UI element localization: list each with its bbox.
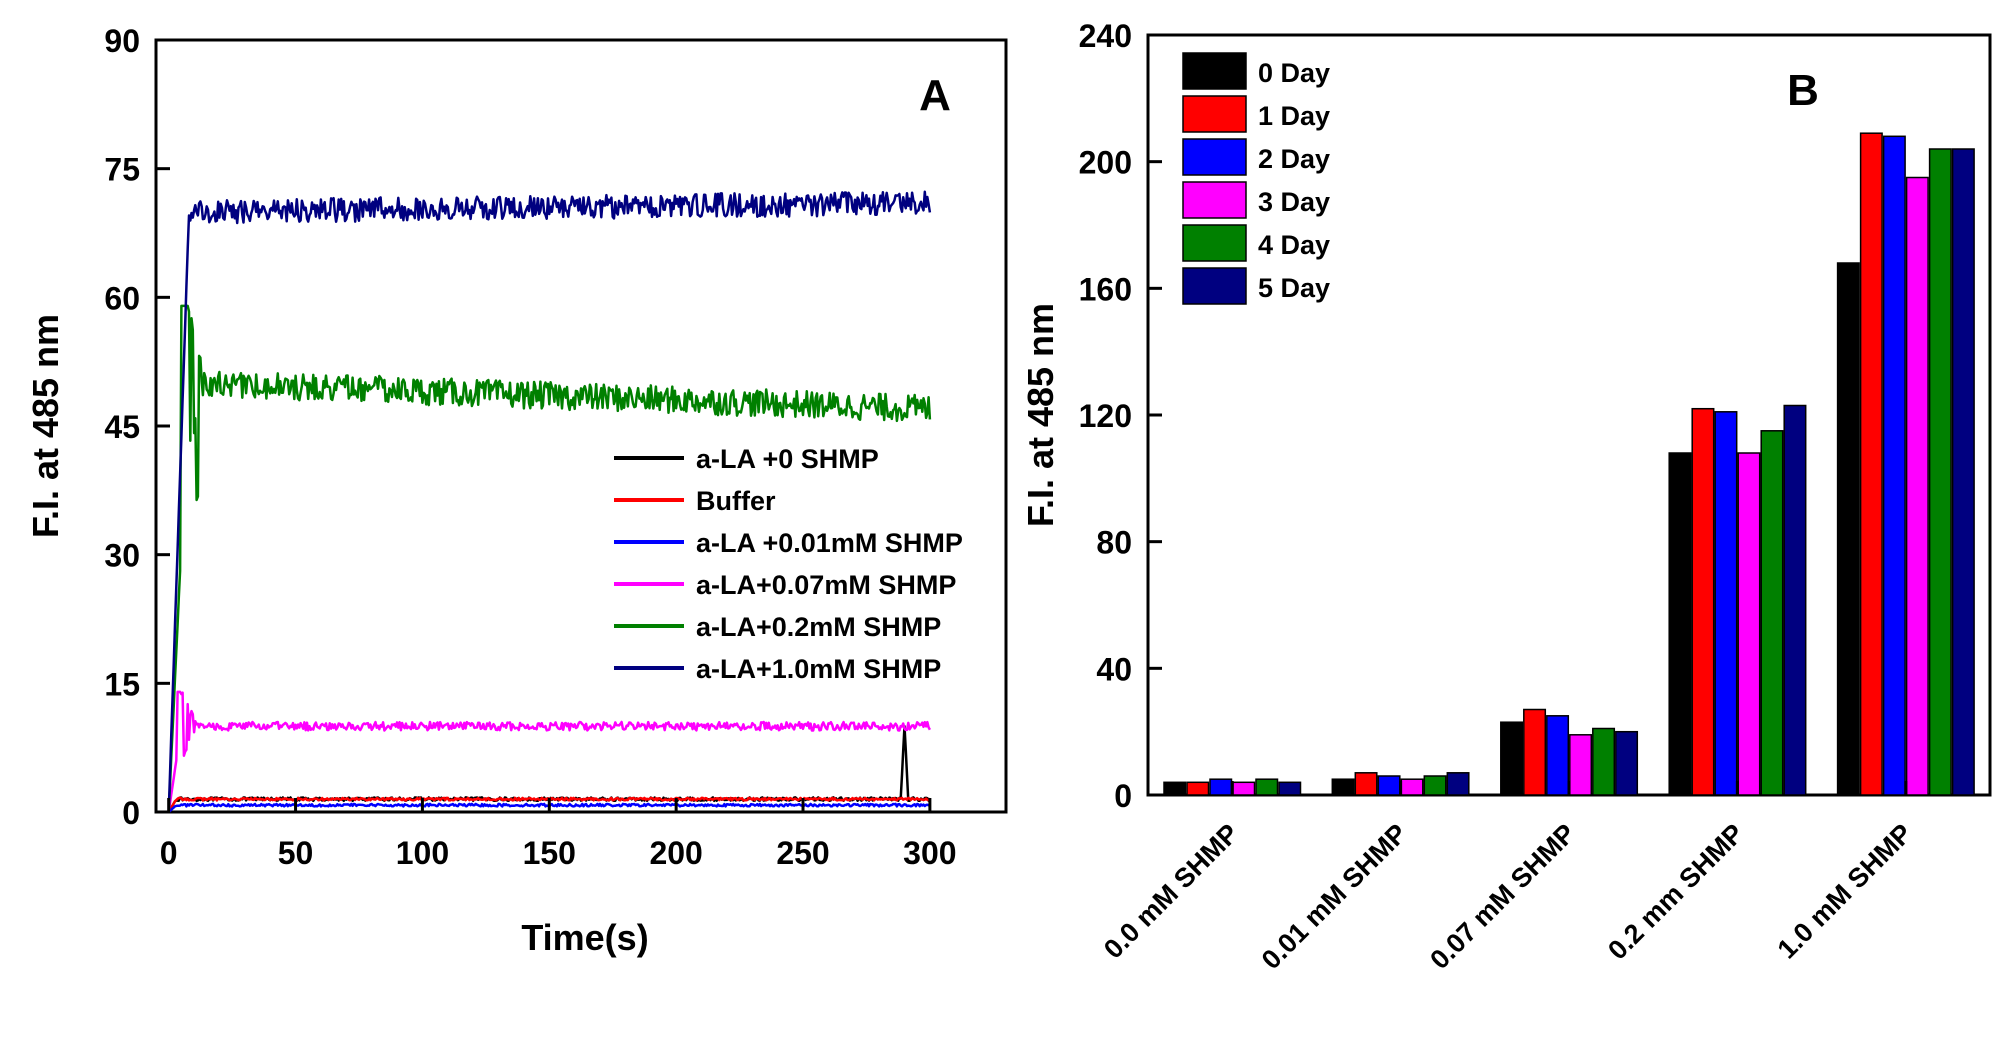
panel-b-label: B	[1787, 66, 1819, 115]
panel-b-legend-swatch-0-day	[1182, 52, 1247, 90]
panel-a-x-tick-label: 150	[523, 835, 576, 871]
panel-b-bar-0-2-mm-shmp-2-day	[1714, 411, 1738, 796]
panel-a-legend-label-a-la-1-0mm-shmp: a-LA+1.0mM SHMP	[696, 654, 941, 684]
panel-b-x-tick-label: 0.0 mM SHMP	[1098, 818, 1244, 964]
panel-a-legend-label-a-la-0-01mm-shmp: a-LA +0.01mM SHMP	[696, 528, 963, 558]
panel-b-legend-swatch-4-day	[1182, 224, 1247, 262]
panel-b-bar-0-07-mm-shmp-4-day	[1592, 727, 1616, 796]
panel-a-x-axis-title: Time(s)	[521, 917, 648, 958]
panel-a-legend-label-a-la-0-shmp: a-LA +0 SHMP	[696, 444, 879, 474]
panel-b-y-tick-label: 80	[1096, 525, 1132, 561]
panel-a-y-tick-label: 90	[104, 23, 140, 59]
panel-a-legend-label-a-la-0-2mm-shmp: a-LA+0.2mM SHMP	[696, 612, 941, 642]
panel-b-y-tick-label: 240	[1079, 18, 1132, 54]
panel-a-plot-frame	[154, 38, 1008, 814]
panel-b-x-tick-label: 1.0 mM SHMP	[1772, 818, 1918, 964]
panel-b-bar-0-01-mm-shmp-3-day	[1400, 778, 1424, 796]
panel-b-bar-0-01-mm-shmp-0-day	[1331, 778, 1355, 796]
panel-b-bars-group	[1163, 132, 1975, 796]
panel-b-y-tick-label: 200	[1079, 145, 1132, 181]
panel-b-bar-0-0-mm-shmp-0-day	[1163, 781, 1187, 796]
panel-b-bar-0-0-mm-shmp-3-day	[1232, 781, 1256, 796]
panel-a-y-tick-label: 60	[104, 280, 140, 316]
panel-b-legend-swatch-2-day	[1182, 138, 1247, 176]
panel-b-bar-0-07-mm-shmp-2-day	[1546, 715, 1570, 796]
panel-a-series-group	[167, 190, 932, 813]
panel-b-legend-label-1-day: 1 Day	[1258, 101, 1330, 131]
panel-b-bar-1-0-mm-shmp-4-day	[1928, 148, 1952, 796]
panel-a-label: A	[919, 71, 951, 120]
panel-b-bar-0-01-mm-shmp-4-day	[1423, 775, 1447, 796]
panel-a-series-line-a-la-0-2mm-shmp	[167, 304, 932, 813]
panel-a-x-tick-label: 200	[649, 835, 702, 871]
panel-a-x-tick-label: 300	[903, 835, 956, 871]
panel-a-y-tick-label: 15	[104, 666, 140, 702]
panel-b-bar-1-0-mm-shmp-0-day	[1836, 262, 1860, 796]
panel-b-legend-swatch-1-day	[1182, 95, 1247, 133]
panel-b-y-axis-title: F.I. at 485 nm	[1020, 303, 1061, 527]
panel-a-x-tick-label: 100	[396, 835, 449, 871]
panel-b-bar-1-0-mm-shmp-1-day	[1859, 132, 1883, 796]
panel-a-x-tick-label: 50	[278, 835, 314, 871]
panel-b-legend-swatch-5-day	[1182, 267, 1247, 305]
panel-a-y-tick-label: 0	[122, 795, 140, 831]
panel-b-bar-chart: 0 40 80 120 160 200 240 0.0 mM SHMP 0.01 mM SHMP…	[1020, 18, 1992, 975]
panel-b-legend-label-0-day: 0 Day	[1258, 58, 1330, 88]
panel-b-x-tick-label: 0.01 mM SHMP	[1256, 818, 1413, 975]
panel-b-x-tick-label: 0.2 mm SHMP	[1602, 818, 1749, 965]
panel-b-bar-0-07-mm-shmp-0-day	[1500, 721, 1524, 796]
panel-a-x-tick-label: 0	[160, 835, 178, 871]
panel-a-y-axis-title: F.I. at 485 nm	[25, 314, 66, 538]
panel-b-x-tick-label: 0.07 mM SHMP	[1424, 818, 1581, 975]
panel-b-bar-0-0-mm-shmp-4-day	[1255, 778, 1279, 796]
panel-a-line-chart: 0 50 100 150 200 250 300 0 15 30 45 60 75 90 A Time(s…	[25, 23, 1008, 958]
panel-a-y-tick-label: 75	[104, 152, 140, 188]
panel-b-bar-1-0-mm-shmp-5-day	[1951, 148, 1975, 796]
panel-b-y-tick-label: 160	[1079, 271, 1132, 307]
panel-b-legend-label-3-day: 3 Day	[1258, 187, 1330, 217]
panel-a-legend: a-LA +0 SHMP Buffer a-LA +0.01mM SHMP a-LA+…	[614, 444, 963, 684]
panel-a-x-tick-label: 250	[776, 835, 829, 871]
panel-b-bar-0-07-mm-shmp-3-day	[1569, 734, 1593, 796]
panel-a-series-line-a-la-0-07mm-shmp	[167, 690, 931, 813]
panel-b-bar-0-2-mm-shmp-3-day	[1737, 452, 1761, 796]
panel-b-legend-label-2-day: 2 Day	[1258, 144, 1330, 174]
panel-a-legend-label-buffer: Buffer	[696, 486, 776, 516]
panel-b-bar-0-0-mm-shmp-5-day	[1278, 781, 1302, 796]
panel-a-legend-label-a-la-0-07mm-shmp: a-LA+0.07mM SHMP	[696, 570, 956, 600]
panel-b-bar-0-07-mm-shmp-5-day	[1615, 730, 1639, 796]
panel-b-y-tick-label: 0	[1114, 778, 1132, 814]
panel-b-legend: 0 Day 1 Day 2 Day 3 Day 4 Day 5 Day	[1182, 52, 1330, 305]
panel-b-bar-1-0-mm-shmp-3-day	[1905, 176, 1929, 796]
panel-b-bar-0-2-mm-shmp-5-day	[1783, 404, 1807, 796]
panel-b-bar-0-07-mm-shmp-1-day	[1523, 708, 1547, 796]
panel-a-y-tick-label: 45	[104, 409, 140, 445]
panel-b-y-tick-label: 120	[1079, 398, 1132, 434]
panel-b-bar-0-2-mm-shmp-4-day	[1760, 430, 1784, 796]
panel-b-bar-0-2-mm-shmp-1-day	[1691, 407, 1715, 796]
panel-a-series-line-a-la-1-0mm-shmp	[167, 190, 932, 813]
panel-b-bar-0-01-mm-shmp-5-day	[1446, 772, 1470, 796]
panel-b-bar-0-01-mm-shmp-1-day	[1354, 772, 1378, 796]
panel-b-bar-0-2-mm-shmp-0-day	[1668, 452, 1692, 796]
panel-b-legend-label-4-day: 4 Day	[1258, 230, 1330, 260]
panel-b-legend-label-5-day: 5 Day	[1258, 273, 1330, 303]
panel-b-bar-1-0-mm-shmp-2-day	[1882, 135, 1906, 796]
panel-b-bar-0-0-mm-shmp-2-day	[1209, 778, 1233, 796]
panel-a-y-tick-label: 30	[104, 538, 140, 574]
panel-b-legend-swatch-3-day	[1182, 181, 1247, 219]
panel-a-axis-ticks: 0 50 100 150 200 250 300 0 15 30 45 60 75 90	[104, 23, 956, 871]
panel-b-bar-0-0-mm-shmp-1-day	[1186, 781, 1210, 796]
panel-b-y-tick-label: 40	[1096, 651, 1132, 687]
panel-b-bar-0-01-mm-shmp-2-day	[1377, 775, 1401, 796]
